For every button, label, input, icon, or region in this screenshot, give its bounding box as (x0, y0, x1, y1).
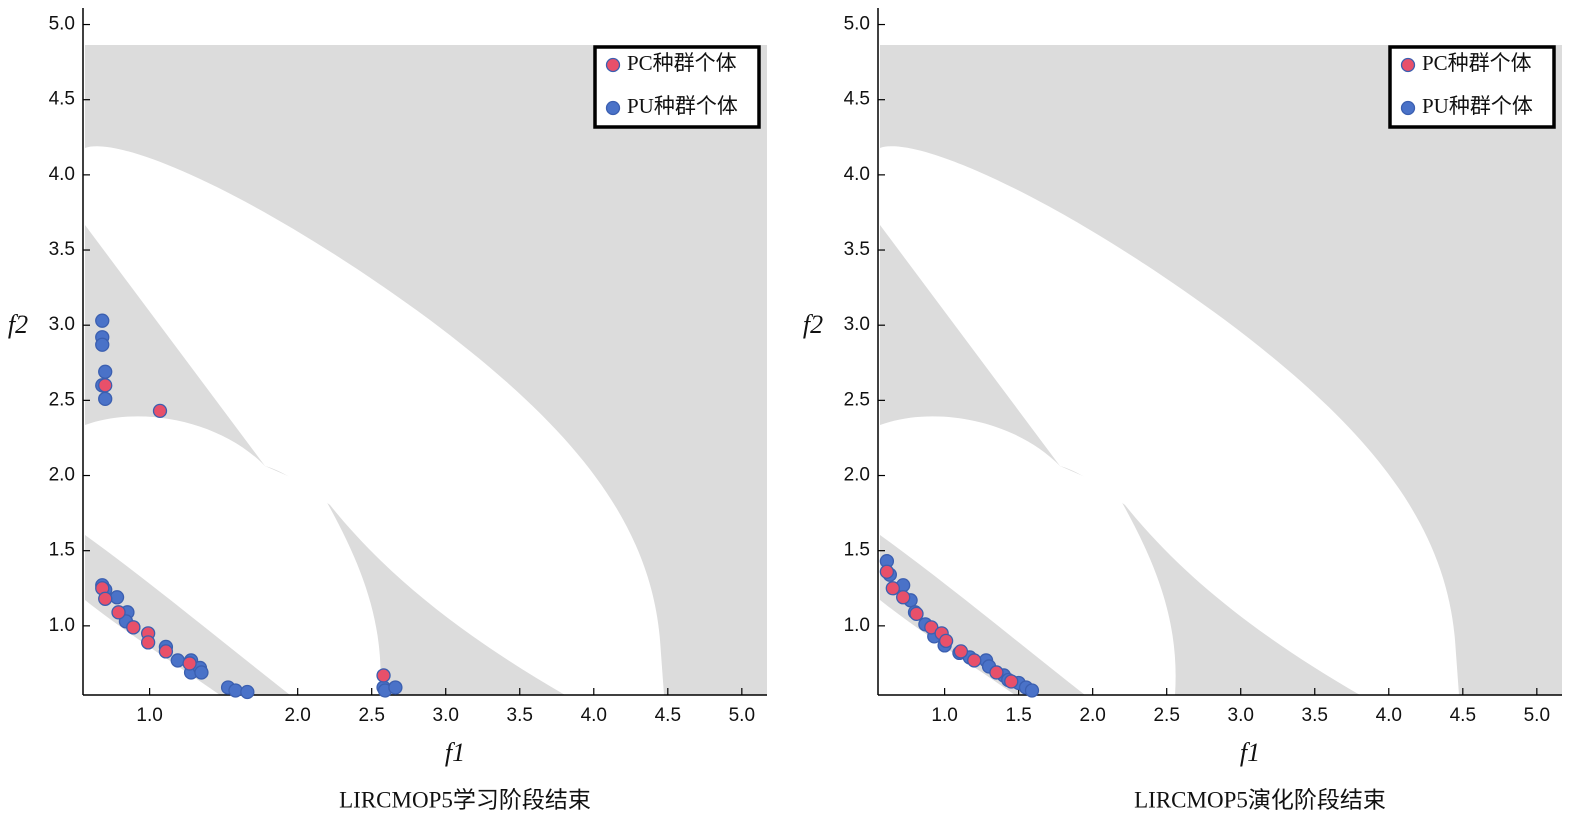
point (388, 680, 403, 695)
legend-label: PC种群个体 (627, 51, 737, 75)
point (967, 653, 982, 668)
legend-box (1388, 45, 1556, 129)
point (170, 653, 185, 668)
point (98, 364, 113, 379)
point (126, 620, 141, 635)
point (938, 633, 954, 649)
y-tick-label: 1.5 (49, 540, 75, 561)
x-tick-label: 3.5 (507, 705, 533, 726)
y-tick-label: 4.0 (49, 164, 75, 185)
y-tick-label: 1.0 (49, 615, 75, 636)
feasible-region (85, 600, 220, 695)
x-tick-label: 4.0 (581, 705, 607, 726)
point (95, 337, 110, 352)
feasible-region (880, 416, 1176, 695)
feasible-regions (85, 146, 664, 696)
legend-marker (1400, 57, 1416, 73)
point (140, 635, 156, 650)
x-tick-label: 1.0 (931, 705, 957, 726)
legend-box (593, 45, 761, 129)
point (885, 581, 900, 596)
point (909, 606, 924, 621)
point (1024, 683, 1040, 698)
feasible-regions (880, 146, 1459, 696)
y-tick-label: 3.0 (844, 314, 870, 335)
legend-marker (1400, 100, 1416, 116)
point (98, 591, 113, 606)
point (194, 665, 209, 680)
point (152, 403, 168, 419)
feasible-region (85, 146, 664, 696)
point (879, 564, 895, 579)
point (158, 644, 174, 659)
legend-marker (605, 100, 621, 116)
y-tick-label: 4.5 (49, 89, 75, 110)
point (109, 590, 125, 605)
y-tick-label: 5.0 (49, 14, 75, 35)
point (182, 656, 197, 671)
point (989, 665, 1004, 680)
y-tick-label: 4.0 (844, 164, 870, 185)
point (111, 605, 126, 620)
x-tick-label: 3.0 (1228, 705, 1254, 726)
y-tick-label: 5.0 (844, 14, 870, 35)
x-axis-label: f1 (1240, 738, 1260, 767)
y-tick-label: 2.5 (49, 389, 75, 410)
feasible-region (85, 416, 381, 695)
y-tick-label: 3.5 (844, 239, 870, 260)
x-tick-label: 4.5 (655, 705, 681, 726)
legend-label: PU种群个体 (1422, 94, 1533, 118)
y-axis-label: f2 (803, 310, 823, 339)
y-tick-label: 1.5 (844, 540, 870, 561)
x-axis-label: f1 (445, 738, 465, 767)
legend-marker (605, 57, 621, 73)
x-tick-label: 3.5 (1302, 705, 1328, 726)
y-tick-label: 2.0 (49, 465, 75, 486)
y-tick-label: 2.5 (844, 389, 870, 410)
x-tick-label: 4.0 (1376, 705, 1402, 726)
y-tick-label: 4.5 (844, 89, 870, 110)
x-tick-label: 5.0 (729, 705, 755, 726)
x-tick-label: 2.0 (284, 705, 310, 726)
point (98, 391, 113, 407)
y-axis-label: f2 (8, 310, 28, 339)
x-tick-label: 3.0 (433, 705, 459, 726)
point (896, 590, 911, 605)
feasible-region (880, 600, 1015, 695)
x-tick-label: 5.0 (1524, 705, 1550, 726)
point (98, 378, 113, 393)
y-tick-label: 3.5 (49, 239, 75, 260)
x-tick-label: 2.5 (358, 705, 384, 726)
point (95, 313, 110, 328)
chart: 1.0 1.5 2.0 2.5 3.0 3.5 4.0 4.5 5.0 1.0 1.5 2.0 2.5 3… (803, 8, 1562, 812)
point (1004, 674, 1019, 689)
x-tick-label: 4.5 (1450, 705, 1476, 726)
point (376, 668, 391, 683)
x-tick-label: 2.5 (1153, 705, 1179, 726)
point (953, 644, 969, 659)
x-tick-label: 1.0 (136, 705, 162, 726)
x-tick-label: 2.0 (1079, 705, 1105, 726)
x-tick-label: 1.5 (1005, 705, 1031, 726)
legend-label: PC种群个体 (1422, 51, 1532, 75)
y-tick-label: 3.0 (49, 314, 75, 335)
chart-title: LIRCMOP5演化阶段结束 (1134, 787, 1386, 812)
point (228, 683, 243, 698)
point (240, 684, 255, 700)
legend-label: PU种群个体 (627, 94, 738, 118)
chart: 1.0 1.5 2.0 2.5 3.0 3.5 4.0 4.5 5.0 1.0 2.0 2.5 3.0 3… (8, 8, 767, 812)
y-tick-label: 2.0 (844, 465, 870, 486)
y-tick-label: 1.0 (844, 615, 870, 636)
feasible-region (880, 146, 1459, 696)
chart-title: LIRCMOP5学习阶段结束 (339, 787, 591, 812)
